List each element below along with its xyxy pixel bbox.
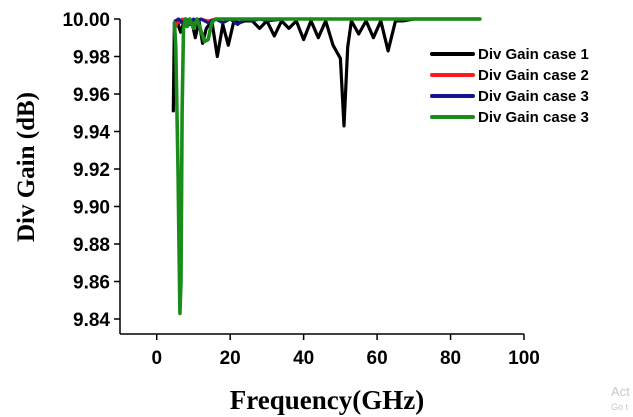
- x-tick-label: 0: [151, 348, 162, 369]
- legend-label: Div Gain case 3: [478, 88, 589, 105]
- legend-label: Div Gain case 3: [478, 109, 589, 126]
- y-tick-label: 9.92: [73, 160, 110, 181]
- x-tick-label: 20: [220, 348, 241, 369]
- x-tick-label: 80: [440, 348, 461, 369]
- y-tick-label: 9.96: [73, 85, 110, 106]
- series-line-4: [172, 17, 482, 316]
- windows-activation-watermark: Act: [611, 384, 630, 399]
- y-tick-label: 9.84: [73, 310, 110, 331]
- y-tick-label: 9.86: [73, 273, 110, 294]
- x-tick-label: 100: [508, 348, 540, 369]
- y-tick-label: 9.88: [73, 235, 110, 256]
- legend-label: Div Gain case 1: [478, 46, 589, 63]
- series-line-1: [171, 17, 482, 128]
- y-tick-label: 9.90: [73, 198, 110, 219]
- plot-area: [171, 17, 482, 316]
- x-axis: 0 20 40 60 80 100: [120, 333, 540, 369]
- y-tick-label: 9.98: [73, 48, 110, 69]
- y-axis-title: Div Gain (dB): [13, 92, 40, 242]
- y-tick-label: 10.00: [62, 10, 110, 31]
- legend: Div Gain case 1 Div Gain case 2 Div Gain c…: [430, 46, 589, 126]
- x-axis-title: Frequency(GHz): [230, 385, 424, 415]
- y-axis: 10.00 9.98 9.96 9.94 9.92 9.90 9.88 9.86 9.84: [62, 10, 121, 334]
- y-tick-label: 9.94: [73, 123, 110, 144]
- x-tick-label: 40: [293, 348, 314, 369]
- legend-label: Div Gain case 2: [478, 67, 589, 84]
- windows-activation-watermark-subtext: Go t: [611, 402, 629, 412]
- x-tick-label: 60: [367, 348, 388, 369]
